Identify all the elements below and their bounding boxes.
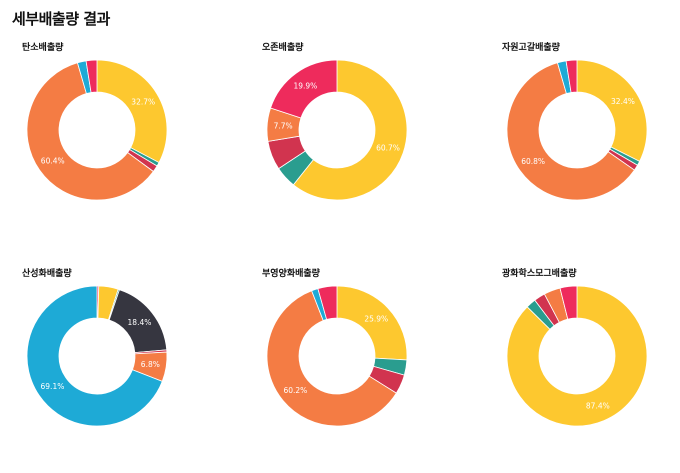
slice-label: 87.4% — [586, 401, 610, 410]
donut-chart: 광화학스모그배출량 87.4% — [502, 266, 680, 466]
donut-slice[interactable] — [576, 59, 648, 162]
donut-svg: 32.7% 60.4% — [26, 59, 168, 201]
donut-slice[interactable] — [270, 59, 338, 119]
donut-slice[interactable] — [565, 59, 578, 93]
chart-title: 탄소배출량 — [22, 43, 64, 53]
donut-svg: 32.4% 60.8% — [506, 59, 648, 201]
slice-label: 19.9% — [293, 82, 317, 91]
slice-label: 60.8% — [521, 157, 545, 166]
page-title: 세부배출량 결과 — [12, 10, 110, 28]
donut-chart: 탄소배출량 32.7% 60.4% — [22, 40, 222, 240]
chart-title: 광화학스모그배출량 — [502, 269, 577, 279]
donut-svg: 60.7% 7.7% 19.9% — [266, 59, 408, 201]
donut-svg: 25.9% 60.2% — [266, 285, 408, 427]
donut-slice[interactable] — [292, 59, 408, 201]
donut-slice[interactable] — [96, 59, 168, 164]
slice-label: 7.7% — [274, 121, 293, 130]
donut-chart: 오존배출량 60.7% 7.7% 19.9% — [262, 40, 462, 240]
donut-svg: 87.4% — [506, 285, 648, 427]
donut-slice[interactable] — [26, 62, 154, 201]
slice-label: 32.4% — [611, 97, 635, 106]
slice-label: 25.9% — [364, 314, 388, 323]
slice-label: 60.7% — [376, 143, 400, 152]
slice-label: 18.4% — [128, 318, 152, 327]
donut-slice[interactable] — [559, 285, 578, 320]
donut-slice[interactable] — [26, 285, 163, 427]
slice-label: 60.4% — [41, 156, 65, 165]
chart-title: 산성화배출량 — [22, 269, 72, 279]
donut-chart: 산성화배출량 18.4% 6.8% 69.1% — [22, 266, 222, 466]
donut-chart: 자원고갈배출량 32.4% 60.8% — [502, 40, 680, 240]
donut-slice[interactable] — [506, 285, 648, 427]
donut-slice[interactable] — [317, 285, 338, 320]
donut-slice[interactable] — [85, 59, 98, 93]
donut-slice[interactable] — [506, 62, 635, 201]
donut-slice[interactable] — [266, 290, 397, 427]
chart-title: 부영양화배출량 — [262, 269, 320, 279]
chart-title: 자원고갈배출량 — [502, 43, 560, 53]
donut-chart: 부영양화배출량 25.9% 60.2% — [262, 266, 462, 466]
slice-label: 69.1% — [41, 382, 65, 391]
slice-label: 60.2% — [283, 386, 307, 395]
slice-label: 6.8% — [141, 360, 160, 369]
donut-svg: 18.4% 6.8% 69.1% — [26, 285, 168, 427]
slice-label: 32.7% — [131, 98, 155, 107]
chart-title: 오존배출량 — [262, 43, 304, 53]
